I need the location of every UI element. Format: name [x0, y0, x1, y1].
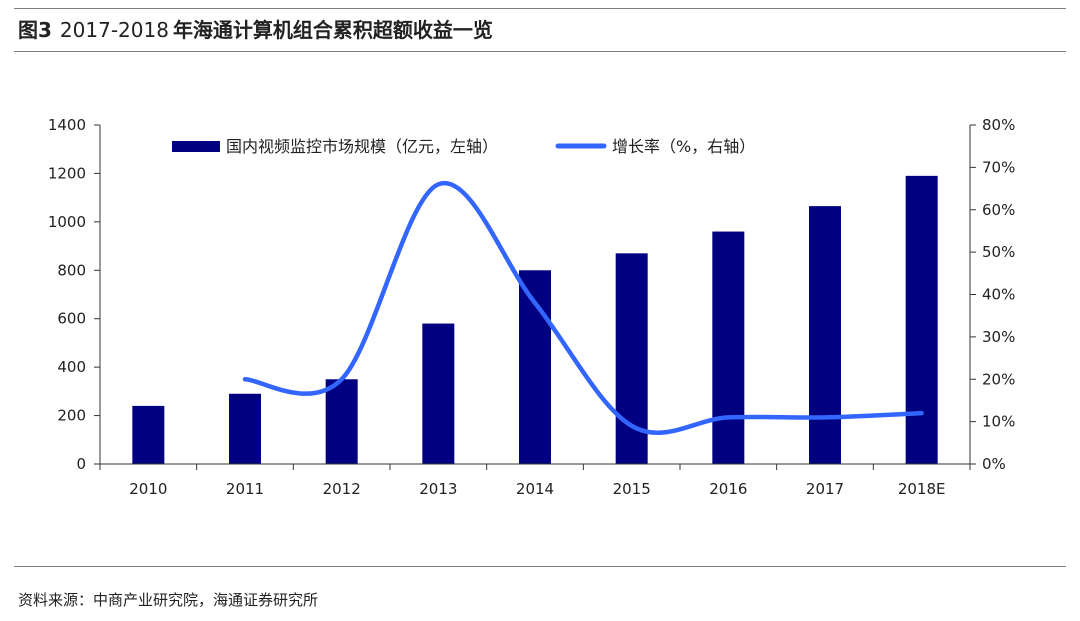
legend-label-line: 增长率（%，右轴） [612, 137, 755, 156]
x-tick-label: 2018E [898, 480, 946, 498]
x-tick-label: 2014 [516, 480, 554, 498]
axes-layer: 0 200 400 600 800 1000 1200 1400 0% 10% 20% 30% 40% 5… [48, 116, 1016, 498]
figure-label: 图3 [18, 18, 52, 42]
figure-title: 年海通计算机组合累积超额收益一览 [172, 18, 493, 42]
y-right-tick-label: 80% [982, 116, 1015, 134]
y-right-tick-label: 40% [982, 286, 1015, 304]
legend-label-bar: 国内视频监控市场规模（亿元，左轴） [226, 137, 498, 156]
x-tick-label: 2017 [806, 480, 844, 498]
x-tick-label: 2010 [129, 480, 167, 498]
bar-2018E [905, 175, 938, 464]
y-right-tick-label: 0% [982, 455, 1006, 473]
growth-rate-line [242, 180, 924, 436]
caption-rule [14, 51, 1066, 52]
y-left-tick-label: 800 [57, 261, 86, 279]
bar-2012 [325, 379, 358, 464]
y-right-tick-label: 30% [982, 328, 1015, 346]
x-tick-label: 2011 [226, 480, 264, 498]
y-left-tick-label: 1000 [48, 213, 86, 231]
bar-2016 [712, 231, 745, 464]
legend-swatch-bar [172, 141, 220, 152]
y-left-tick-label: 0 [76, 455, 86, 473]
x-tick-label: 2012 [323, 480, 361, 498]
bar-2013 [422, 323, 455, 464]
y-right-tick-label: 70% [982, 158, 1015, 176]
y-left-tick-label: 200 [57, 407, 86, 425]
x-tick-label: 2013 [419, 480, 457, 498]
y-left-tick-label: 1400 [48, 116, 86, 134]
bar-2017 [809, 206, 841, 464]
y-left-tick-label: 400 [57, 358, 86, 376]
figure-number: 2017-2018 [59, 18, 169, 42]
x-tick-label: 2015 [613, 480, 651, 498]
legend: 国内视频监控市场规模（亿元，左轴） 增长率（%，右轴） [172, 137, 755, 156]
top-rule [14, 8, 1066, 9]
y-right-tick-label: 10% [982, 413, 1015, 431]
y-left-tick-label: 600 [57, 310, 86, 328]
y-left-tick-label: 1200 [48, 164, 86, 182]
bars-layer [132, 175, 938, 464]
y-right-tick-label: 60% [982, 201, 1015, 219]
figure-caption: 图3 2017-2018 年海通计算机组合累积超额收益一览 [18, 14, 493, 43]
y-right-tick-label: 50% [982, 243, 1015, 261]
y-right-tick-label: 20% [982, 370, 1015, 388]
bar-2010 [132, 405, 165, 464]
x-tick-label: 2016 [709, 480, 747, 498]
line-layer [242, 180, 924, 436]
source-note: 资料来源：中商产业研究院，海通证券研究所 [18, 591, 319, 609]
bar-2011 [229, 393, 261, 464]
bottom-rule [14, 566, 1066, 567]
